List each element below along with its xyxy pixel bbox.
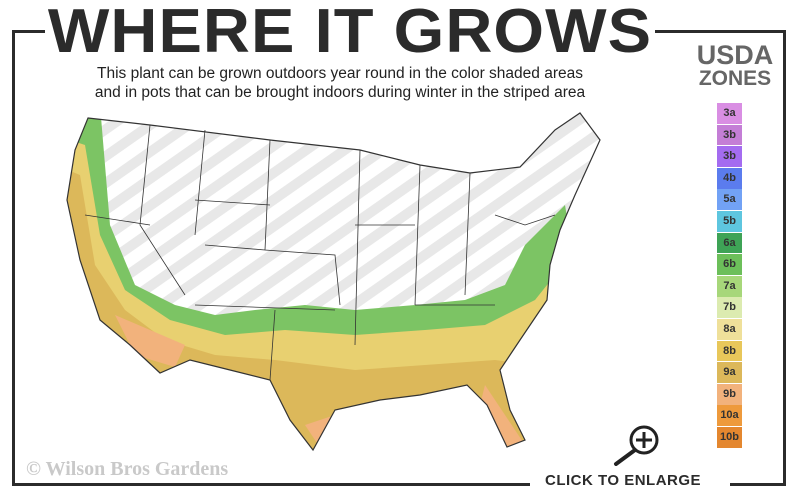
legend-zone-10b: 10b bbox=[717, 426, 742, 448]
legend-title-line: USDA bbox=[696, 40, 774, 70]
legend-zone-7a: 7a bbox=[717, 275, 742, 297]
legend-zone-7b: 7b bbox=[717, 297, 742, 319]
legend-zone-6a: 6a bbox=[717, 232, 742, 254]
legend-zone-5b: 5b bbox=[717, 210, 742, 232]
legend-zone-3a: 3a bbox=[717, 103, 742, 124]
legend-zone-3b: 3b bbox=[717, 124, 742, 146]
state-borders bbox=[84, 124, 556, 381]
us-map[interactable] bbox=[55, 105, 625, 455]
zoom-in-icon[interactable] bbox=[610, 424, 665, 466]
subtitle-line: This plant can be grown outdoors year ro… bbox=[97, 65, 583, 82]
zone-9b-area bbox=[115, 315, 525, 450]
legend-title: USDA ZONES bbox=[680, 40, 790, 91]
legend-zone-8a: 8a bbox=[717, 318, 742, 340]
zone-legend: 3a 3b 3b 4b 5a 5b 6a 6b 7a 7b 8a 8b 9a 9b 10a 10b bbox=[717, 103, 742, 449]
legend-zone-9a: 9a bbox=[717, 362, 742, 383]
legend-zone-9b: 9b bbox=[717, 383, 742, 405]
frame-gap bbox=[530, 480, 730, 494]
legend-zone-8b: 8b bbox=[717, 340, 742, 362]
subtitle: This plant can be grown outdoors year ro… bbox=[40, 64, 640, 102]
subtitle-line: and in pots that can be brought indoors … bbox=[94, 84, 586, 101]
legend-zone-3b: 3b bbox=[717, 146, 742, 167]
click-to-enlarge-button[interactable]: CLICK TO ENLARGE bbox=[545, 472, 702, 489]
legend-title-line: ZONES bbox=[698, 67, 772, 90]
legend-zone-10a: 10a bbox=[717, 405, 742, 427]
legend-zone-6b: 6b bbox=[717, 254, 742, 275]
page-title: WHERE IT GROWS bbox=[47, 0, 653, 66]
watermark: © Wilson Bros Gardens bbox=[26, 458, 229, 480]
legend-zone-4b: 4b bbox=[717, 167, 742, 189]
frame-gap bbox=[45, 22, 655, 36]
legend-zone-5a: 5a bbox=[717, 189, 742, 211]
